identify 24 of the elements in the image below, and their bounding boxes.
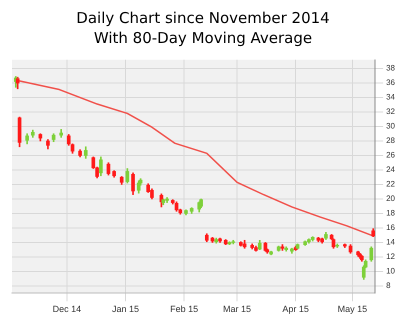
chart-subtitle: With 80-Day Moving Average <box>92 28 314 48</box>
x-tick-label: Jan 15 <box>112 304 139 314</box>
y-tick-label: 26 <box>386 150 396 160</box>
y-tick-label: 16 <box>386 223 396 232</box>
y-tick-label: 10 <box>386 266 396 276</box>
y-tick-label: 36 <box>386 78 396 88</box>
y-tick-label: 22 <box>386 180 396 189</box>
y-tick-label: 24 <box>386 165 396 174</box>
y-tick-label: 30 <box>386 122 396 131</box>
y-tick-label: 28 <box>386 136 396 146</box>
chart-title: Daily Chart since November 2014 <box>75 8 331 28</box>
y-tick-label: 14 <box>386 238 396 247</box>
y-tick-label: 18 <box>386 208 396 218</box>
y-tick-label: 34 <box>386 92 396 102</box>
x-tick-label: Feb 15 <box>170 304 198 314</box>
x-tick-label: Dec 14 <box>52 304 82 314</box>
x-tick-label: Mar 15 <box>223 304 252 314</box>
x-tick-label: Apr 15 <box>282 304 309 314</box>
y-tick-label: 32 <box>386 107 396 116</box>
y-tick-label: 20 <box>386 194 396 204</box>
y-tick-label: 12 <box>386 252 396 262</box>
y-tick-label: 38 <box>386 64 396 73</box>
x-tick-label: May 15 <box>338 304 368 314</box>
y-tick-label: 8 <box>386 281 392 290</box>
